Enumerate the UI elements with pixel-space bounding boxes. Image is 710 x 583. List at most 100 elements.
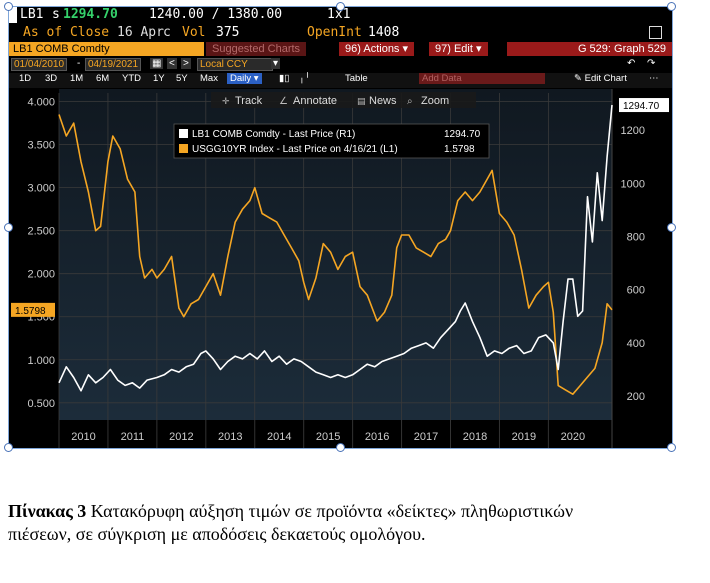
edit-chart-button[interactable]: ✎ Edit Chart [574,73,627,84]
left-value-badge: 1.5798 [11,302,55,317]
legend-swatch-lumber [179,129,188,138]
openint-label: OpenInt [307,25,362,40]
right-tick-label: 1200 [621,125,645,137]
edit-num: 97) [435,43,451,55]
end-date-input[interactable]: 04/19/2021 [85,58,142,71]
x-tick-label: 2015 [316,431,340,443]
graph-title: G 529: Graph 529 [507,42,672,56]
left-value-label: 1.5798 [15,306,46,317]
start-date-input[interactable]: 01/04/2010 [11,58,68,71]
left-tick-label: 3.500 [27,140,55,152]
resize-handle[interactable] [667,2,676,11]
track-button[interactable]: Track [235,95,263,107]
x-tick-label: 2019 [512,431,536,443]
news-icon[interactable]: ▤ [357,97,366,107]
caption-label: Πίνακας 3 [8,501,87,521]
resize-handle[interactable] [4,443,13,452]
calendar-icon[interactable]: ▦ [150,58,164,69]
pencil-icon: ✎ [574,73,582,84]
period-1d[interactable]: 1D [19,73,32,84]
chevron-down-icon: ▾ [253,73,259,84]
right-value-badge: 1294.70 [619,98,669,113]
actions-button[interactable]: 96) Actions ▾ [339,42,415,56]
size-value: 1x1 [327,7,351,22]
as-of-close-date: 16 Apr [117,25,164,40]
edit-chart-label: Edit Chart [584,73,627,84]
add-data-input[interactable]: Add Data [419,73,545,84]
chevron-left-icon[interactable]: < [167,58,177,69]
chevron-down-icon[interactable]: ▾ [271,58,281,69]
edit-label: Edit [453,43,473,55]
price-chart: 0.5001.0001.5002.0002.5003.0003.5004.000… [9,89,672,448]
c-label: c [163,25,171,40]
right-tick-label: 400 [627,338,645,350]
series-lines [58,104,613,395]
right-tick-label: 600 [627,285,645,297]
left-tick-label: 3.000 [27,183,55,195]
expand-icon[interactable] [649,26,662,39]
x-tick-label: 2017 [414,431,438,443]
edit-button[interactable]: 97) Edit ▾ [429,42,488,56]
x-axis: 2010 2011 2012 2013 2014 2015 2016 2017 2018 2019… [58,89,613,448]
actions-num: 96) [345,43,361,55]
frequency-label: Daily [230,73,252,84]
resize-handle[interactable] [336,2,345,11]
price-prefix: s [52,7,60,22]
x-tick-label: 2016 [365,431,389,443]
resize-handle[interactable] [4,2,13,11]
chevron-right-icon[interactable]: > [181,58,191,69]
period-3d[interactable]: 3D [45,73,58,84]
currency-select[interactable]: Local CCY [197,58,273,71]
date-row: 01/04/2010 - 04/19/2021 ▦ < > Local CCY … [9,58,672,73]
x-tick-label: 2020 [561,431,585,443]
security-field[interactable]: LB1 COMB Comdty [9,42,204,56]
redo-icon[interactable]: ↷ [647,58,656,69]
period-max[interactable]: Max [200,73,218,84]
x-tick-label: 2010 [71,431,95,443]
x-tick-label: 2011 [121,431,145,443]
right-tick-label: 800 [627,232,645,244]
undo-icon[interactable]: ↶ [627,58,636,69]
period-1m[interactable]: 1M [70,73,84,84]
bar-chart-icon[interactable]: ▮▯ [279,73,290,84]
resize-handle[interactable] [336,443,345,452]
suggested-charts-button[interactable]: Suggested Charts [206,42,307,56]
period-1y[interactable]: 1Y [153,73,165,84]
yield-series-line [58,114,613,395]
annotate-icon[interactable]: ∠ [279,96,288,107]
line-type-icon[interactable]: ╷╵ [299,73,311,84]
caption-text: Κατακόρυφη αύξηση τιμών σε προϊόντα «δεί… [8,501,574,544]
legend: LB1 COMB Comdty - Last Price (R1) 1294.7… [173,123,490,159]
period-6m[interactable]: 6M [96,73,110,84]
left-tick-label: 4.000 [27,97,55,109]
x-tick-label: 2014 [267,431,291,443]
table-button[interactable]: Table [345,73,368,84]
resize-handle[interactable] [667,443,676,452]
cursor-block [9,7,17,23]
ticker-label: LB1 [20,7,44,22]
more-icon[interactable]: ⋯ [649,73,659,84]
close-row: As of Close 16 Apr c Vol 375 OpenInt 140… [9,25,672,42]
annotate-button[interactable]: Annotate [293,95,337,107]
lumber-series-line [58,104,613,392]
last-price: 1294.70 [63,7,118,22]
x-tick-label: 2018 [463,431,487,443]
x-tick-label: 2013 [218,431,242,443]
zoom-button[interactable]: Zoom [421,95,449,107]
vol-value: 375 [216,25,240,40]
as-of-close-label: As of Close [23,25,110,40]
resize-handle[interactable] [4,223,13,232]
crosshair-icon[interactable]: ✛ [222,97,230,107]
resize-handle[interactable] [667,223,676,232]
news-button[interactable]: News [369,95,397,107]
legend-swatch-yield [179,144,188,153]
period-5y[interactable]: 5Y [176,73,188,84]
zoom-icon[interactable]: ⌕ [407,96,413,107]
openint-value: 1408 [368,25,400,40]
bid-ask-range: 1240.00 / 1380.00 [149,7,283,22]
legend-value-yield: 1.5798 [444,144,475,155]
frequency-select[interactable]: Daily ▾ [227,73,262,84]
actions-label: Actions [363,43,400,55]
period-ytd[interactable]: YTD [122,73,141,84]
figure-caption: Πίνακας 3 Κατακόρυφη αύξηση τιμών σε προ… [8,500,608,546]
